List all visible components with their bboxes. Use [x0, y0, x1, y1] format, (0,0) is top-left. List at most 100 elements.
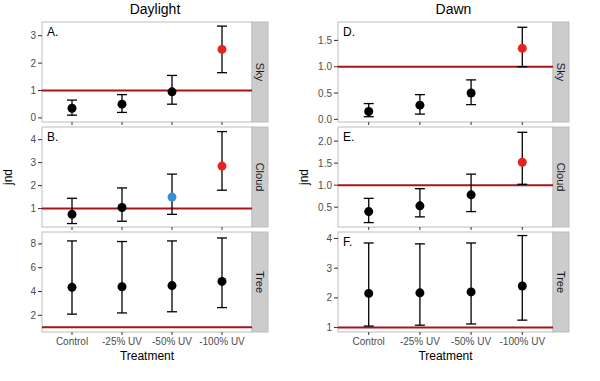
facet-label: Sky — [555, 63, 567, 82]
point — [467, 190, 476, 199]
panel-letter: A. — [47, 25, 58, 39]
y-tick — [334, 185, 338, 186]
error-bar — [117, 242, 127, 313]
y-tick — [38, 291, 42, 292]
error-bar — [517, 236, 527, 321]
panel: Tree1234Control-25% UV-50% UV-100% UVTre… — [326, 232, 569, 363]
x-tick-label: Control — [56, 336, 88, 347]
y-tick-label: 4 — [30, 134, 36, 145]
y-tick-label: 3 — [30, 157, 36, 168]
y-tick — [334, 163, 338, 164]
y-tick-label: 2 — [30, 310, 36, 321]
y-tick — [38, 63, 42, 64]
facet-strip — [252, 232, 268, 332]
x-tick — [368, 332, 369, 335]
plot-frame — [42, 232, 252, 332]
x-tick — [222, 332, 223, 335]
y-tick-label: 0 — [30, 112, 36, 123]
facet-label: Sky — [254, 63, 266, 82]
y-tick-label: 0.0 — [318, 114, 332, 125]
figure: SkyDaylight0123A.Cloud1234jndB.Tree2468C… — [0, 0, 600, 381]
point — [518, 44, 527, 53]
y-tick-label: 1 — [30, 85, 36, 96]
reference-line — [42, 89, 252, 91]
point — [68, 104, 77, 113]
point — [118, 282, 127, 291]
error-bar — [466, 174, 476, 211]
x-tick — [522, 332, 523, 335]
marks — [42, 238, 252, 327]
x-tick — [368, 122, 369, 125]
reference-line — [338, 66, 553, 68]
y-tick — [334, 268, 338, 269]
error-bar — [364, 243, 374, 326]
x-axis-label: Treatment — [120, 349, 175, 363]
error-bar — [415, 95, 425, 114]
x-tick — [172, 122, 173, 125]
y-tick — [38, 243, 42, 244]
y-tick — [334, 207, 338, 208]
y-tick-label: 6 — [30, 262, 36, 273]
error-bar — [67, 100, 77, 115]
x-tick — [72, 122, 73, 125]
point — [518, 282, 527, 291]
plot-frame — [338, 22, 553, 122]
y-tick-label: 2 — [30, 58, 36, 69]
y-tick-label: 0.5 — [318, 202, 332, 213]
error-bar — [167, 241, 177, 312]
panel: SkyDaylight0123A. — [30, 1, 268, 125]
y-tick — [334, 119, 338, 120]
x-tick-label: -25% UV — [102, 336, 142, 347]
x-tick — [72, 227, 73, 230]
y-tick-label: 1 — [326, 322, 332, 333]
error-bar — [167, 174, 177, 214]
point — [467, 287, 476, 296]
y-tick-label: 0.5 — [318, 88, 332, 99]
panel: Tree2468Control-25% UV-50% UV-100% UVTre… — [30, 232, 268, 363]
x-tick-label: Control — [353, 336, 385, 347]
reference-line — [338, 184, 553, 186]
error-bar — [364, 104, 374, 117]
error-bar — [67, 198, 77, 223]
error-bar — [517, 27, 527, 66]
y-tick — [334, 66, 338, 67]
panel-letter: F. — [343, 235, 352, 249]
y-tick — [38, 35, 42, 36]
error-bar — [217, 132, 227, 191]
x-tick — [122, 227, 123, 230]
y-tick-label: 2.0 — [318, 136, 332, 147]
y-tick — [334, 141, 338, 142]
x-tick — [368, 227, 369, 230]
facet-label: Cloud — [555, 163, 567, 192]
panel: SkyDawn0.00.51.01.5D. — [318, 1, 569, 125]
marks — [338, 27, 553, 116]
y-tick-label: 2 — [30, 180, 36, 191]
point — [118, 100, 127, 109]
error-bar — [415, 244, 425, 325]
plot-frame — [42, 127, 252, 227]
reference-line — [42, 326, 252, 328]
x-tick — [419, 332, 420, 335]
error-bar — [364, 198, 374, 222]
y-tick — [334, 297, 338, 298]
x-tick — [419, 122, 420, 125]
x-tick — [419, 227, 420, 230]
point — [415, 101, 424, 110]
error-bar — [415, 189, 425, 217]
point — [415, 201, 424, 210]
point — [218, 162, 227, 171]
plot-frame — [338, 127, 553, 227]
y-tick — [38, 185, 42, 186]
facet-strip — [553, 22, 569, 122]
y-tick — [334, 40, 338, 41]
column-title: Daylight — [130, 1, 181, 17]
point — [68, 283, 77, 292]
y-tick — [38, 139, 42, 140]
reference-line — [42, 208, 252, 210]
x-tick — [172, 227, 173, 230]
plot-frame — [42, 22, 252, 122]
y-tick-label: 1 — [30, 203, 36, 214]
x-tick — [222, 227, 223, 230]
point — [168, 193, 177, 202]
reference-line — [338, 327, 553, 329]
